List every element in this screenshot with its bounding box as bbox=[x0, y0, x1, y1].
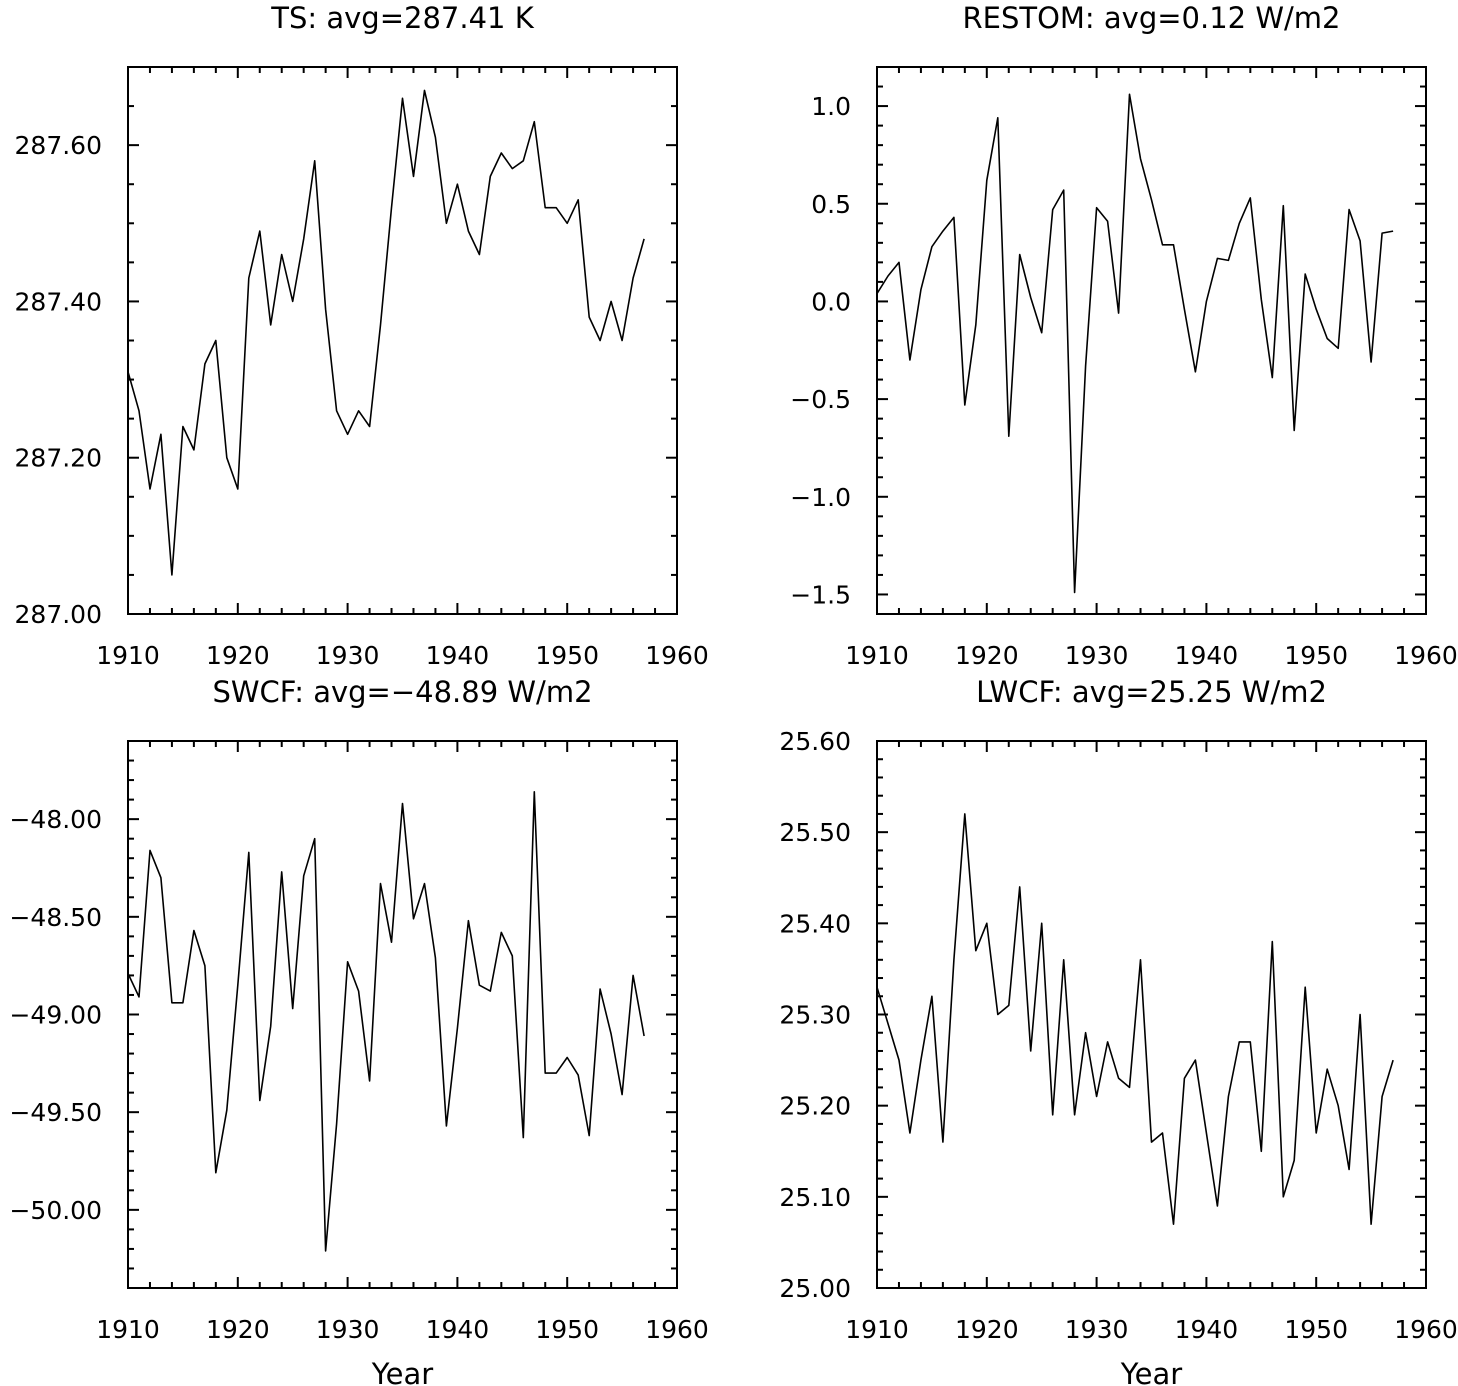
series-line bbox=[876, 813, 1394, 1225]
plot-frame bbox=[127, 66, 678, 615]
x-axis-title: Year bbox=[371, 1357, 433, 1386]
y-tick-label: −0.5 bbox=[790, 385, 851, 414]
x-tick-label: 1960 bbox=[645, 1315, 709, 1344]
y-tick-label: 25.00 bbox=[779, 1274, 851, 1303]
series-line bbox=[876, 93, 1394, 594]
panel-swcf: SWCF: avg=−48.89 W/m2 1910 1920 1930 1940 195… bbox=[9, 675, 708, 1386]
y-tick-label: −1.5 bbox=[790, 580, 851, 609]
x-tick-label: 1920 bbox=[955, 641, 1019, 670]
y-tick-label: 287.40 bbox=[15, 287, 102, 316]
y-tick-label: 25.30 bbox=[779, 1001, 851, 1030]
y-tick-label: 25.40 bbox=[779, 909, 851, 938]
x-tick-label: 1960 bbox=[1394, 641, 1458, 670]
chart-title: RESTOM: avg=0.12 W/m2 bbox=[962, 1, 1340, 35]
x-tick-label: 1930 bbox=[1065, 641, 1129, 670]
x-tick-label: 1950 bbox=[535, 641, 599, 670]
x-tick-label: 1910 bbox=[845, 641, 909, 670]
y-tick-label: −49.50 bbox=[9, 1098, 102, 1127]
x-axis-title: Year bbox=[1120, 1357, 1182, 1386]
y-tick-label: −1.0 bbox=[790, 483, 851, 512]
x-tick-label: 1920 bbox=[206, 641, 270, 670]
plot-frame bbox=[127, 740, 678, 1289]
x-tick-label: 1940 bbox=[1175, 1315, 1239, 1344]
series-line bbox=[127, 89, 645, 576]
y-tick-label: −50.00 bbox=[9, 1196, 102, 1225]
x-tick-label: 1950 bbox=[1284, 1315, 1348, 1344]
panel-lwcf: LWCF: avg=25.25 W/m2 1910 1920 1930 1940 1950… bbox=[779, 675, 1457, 1386]
x-tick-label: 1910 bbox=[96, 641, 160, 670]
x-tick-label: 1920 bbox=[206, 1315, 270, 1344]
y-tick-label: 287.00 bbox=[15, 600, 102, 629]
series-line bbox=[127, 790, 645, 1252]
y-tick-label: 25.50 bbox=[779, 818, 851, 847]
x-tick-label: 1950 bbox=[535, 1315, 599, 1344]
plot-frame bbox=[876, 66, 1427, 615]
x-tick-label: 1940 bbox=[1175, 641, 1239, 670]
y-tick-label: 0.0 bbox=[811, 287, 851, 316]
y-tick-label: 1.0 bbox=[811, 92, 851, 121]
y-tick-label: 25.60 bbox=[779, 727, 851, 756]
x-tick-label: 1930 bbox=[316, 641, 380, 670]
y-tick-label: 25.10 bbox=[779, 1183, 851, 1212]
x-tick-label: 1930 bbox=[316, 1315, 380, 1344]
y-tick-label: −49.00 bbox=[9, 1001, 102, 1030]
chart-title: TS: avg=287.41 K bbox=[270, 1, 534, 35]
y-tick-label: −48.00 bbox=[9, 805, 102, 834]
x-tick-label: 1940 bbox=[426, 641, 490, 670]
y-tick-label: 0.5 bbox=[811, 190, 851, 219]
plot-frame bbox=[876, 740, 1427, 1289]
y-tick-label: 25.20 bbox=[779, 1092, 851, 1121]
x-tick-label: 1960 bbox=[645, 641, 709, 670]
x-tick-label: 1950 bbox=[1284, 641, 1348, 670]
x-tick-label: 1910 bbox=[96, 1315, 160, 1344]
y-tick-label: 287.20 bbox=[15, 444, 102, 473]
x-tick-label: 1930 bbox=[1065, 1315, 1129, 1344]
x-tick-label: 1910 bbox=[845, 1315, 909, 1344]
panel-restom: RESTOM: avg=0.12 W/m2 1910 1920 1930 1940 195… bbox=[790, 1, 1458, 670]
y-tick-label: −48.50 bbox=[9, 903, 102, 932]
x-tick-label: 1940 bbox=[426, 1315, 490, 1344]
chart-title: LWCF: avg=25.25 W/m2 bbox=[976, 675, 1327, 709]
x-tick-label: 1960 bbox=[1394, 1315, 1458, 1344]
chart-title: SWCF: avg=−48.89 W/m2 bbox=[212, 675, 592, 709]
panel-ts: TS: avg=287.41 K 1910 1920 1930 1940 1950 1960… bbox=[15, 1, 709, 670]
y-tick-label: 287.60 bbox=[15, 131, 102, 160]
x-tick-label: 1920 bbox=[955, 1315, 1019, 1344]
